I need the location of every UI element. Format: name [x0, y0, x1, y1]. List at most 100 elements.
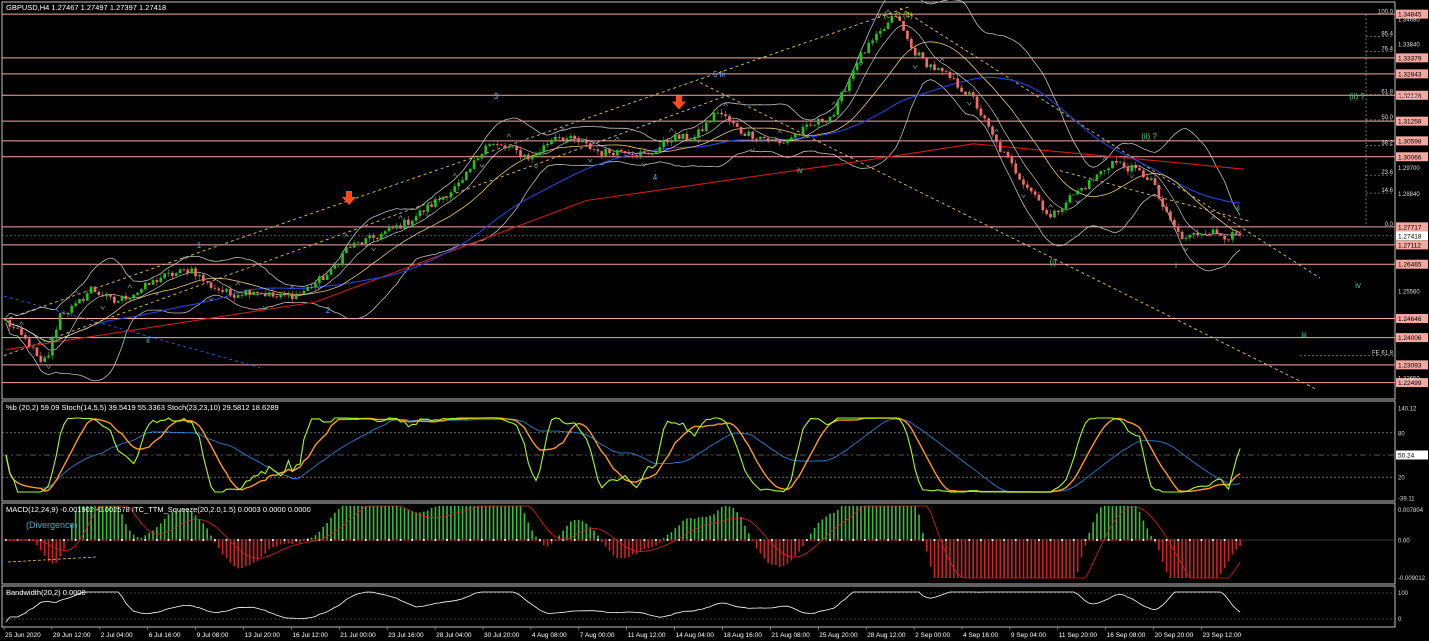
candle-body [851, 70, 855, 79]
candle-body [538, 152, 542, 156]
candle-body [554, 136, 557, 140]
squeeze-dot [716, 539, 719, 541]
squeeze-dot [968, 539, 971, 541]
candle-body [252, 291, 255, 295]
time-label: 30 Jul 20:00 [484, 632, 520, 639]
candle-body [31, 346, 35, 348]
candle-body [294, 293, 298, 299]
candle-body [604, 149, 608, 156]
candle-body [1196, 233, 1199, 236]
squeeze-dot [244, 539, 247, 541]
candle-body [1188, 234, 1192, 238]
candle-body [642, 151, 646, 153]
squeeze-dot [411, 539, 414, 541]
candle-body [23, 334, 27, 339]
candle-body [418, 210, 422, 217]
divergence-note: (Divergence) [26, 520, 78, 530]
squeeze-dot [844, 539, 847, 541]
squeeze-dot [569, 539, 572, 541]
candle-body [445, 196, 449, 198]
bandwidth-panel-frame [1, 585, 1396, 628]
wave-label: 3 [494, 92, 499, 101]
candle-body [1223, 235, 1227, 240]
squeeze-dot [956, 539, 959, 541]
squeeze-dot [964, 539, 967, 541]
candle-body [944, 71, 948, 73]
candle-body [523, 154, 526, 157]
candle-body [1138, 168, 1141, 171]
squeeze-dot [728, 539, 731, 541]
candle-body [809, 124, 813, 126]
candle-body [105, 294, 108, 297]
squeeze-dot [167, 539, 170, 541]
squeeze-dot [171, 539, 174, 541]
fractal-marker [533, 164, 539, 169]
squeeze-dot [1165, 539, 1168, 541]
candle-body [666, 140, 669, 143]
squeeze-dot [1030, 539, 1033, 541]
candle-body [960, 87, 963, 92]
squeeze-dot [910, 539, 913, 541]
squeeze-dot [744, 539, 746, 541]
squeeze-dot [190, 539, 193, 541]
candle-body [465, 171, 468, 181]
squeeze-dot [1049, 539, 1052, 541]
squeeze-dot [848, 539, 851, 541]
squeeze-dot [747, 539, 750, 541]
channel-line [899, 7, 1321, 279]
squeeze-dot [322, 539, 325, 541]
time-label: 7 Aug 00:00 [580, 632, 615, 639]
squeeze-dot [589, 539, 592, 541]
squeeze-dot [1223, 539, 1226, 541]
candle-body [925, 57, 929, 68]
squeeze-dot [291, 539, 294, 541]
candle-body [987, 118, 991, 127]
candle-body [1103, 170, 1107, 172]
macd-signal [6, 505, 1241, 579]
candle-body [1060, 208, 1064, 213]
candle-body [221, 290, 225, 292]
ma-white-line [5, 24, 1241, 351]
squeeze-dot [686, 539, 688, 541]
fractal-marker [19, 321, 24, 326]
squeeze-dot [113, 539, 116, 541]
candle-body [828, 116, 832, 122]
squeeze-dot [635, 539, 638, 541]
time-label: 23 Jul 16:00 [388, 632, 424, 639]
squeeze-dot [1069, 539, 1071, 541]
candle-body [1211, 229, 1215, 235]
squeeze-dot [1072, 539, 1075, 541]
time-label: 6 Jul 16:00 [149, 632, 181, 639]
squeeze-dot [217, 539, 220, 541]
squeeze-dot [829, 539, 831, 541]
squeeze-dot [1196, 539, 1199, 541]
squeeze-dot [221, 539, 224, 541]
squeeze-dot [604, 539, 607, 541]
candle-body [824, 121, 828, 123]
candle-body [917, 52, 921, 56]
candle-body [140, 289, 143, 293]
squeeze-dot [175, 539, 178, 541]
candle-body [848, 78, 851, 92]
candle-body [886, 22, 890, 30]
squeeze-dot [833, 539, 835, 541]
squeeze-dot [983, 539, 986, 541]
candle-body [1215, 229, 1219, 234]
candle-body [39, 355, 43, 362]
candle-body [217, 288, 221, 291]
candle-body [635, 154, 638, 156]
candle-body [519, 150, 522, 157]
fractal-marker [1156, 184, 1162, 189]
candle-body [82, 299, 85, 301]
squeeze-dot [542, 539, 545, 541]
candle-body [1049, 213, 1052, 218]
wave-label: iii [1301, 331, 1307, 340]
bandwidth-line [5, 591, 1241, 623]
candle-body [762, 136, 766, 139]
squeeze-dot [136, 539, 139, 541]
candle-body [731, 121, 735, 124]
squeeze-dot [461, 539, 464, 541]
candle-body [588, 143, 592, 150]
stoch-panel-frame [1, 400, 1396, 502]
